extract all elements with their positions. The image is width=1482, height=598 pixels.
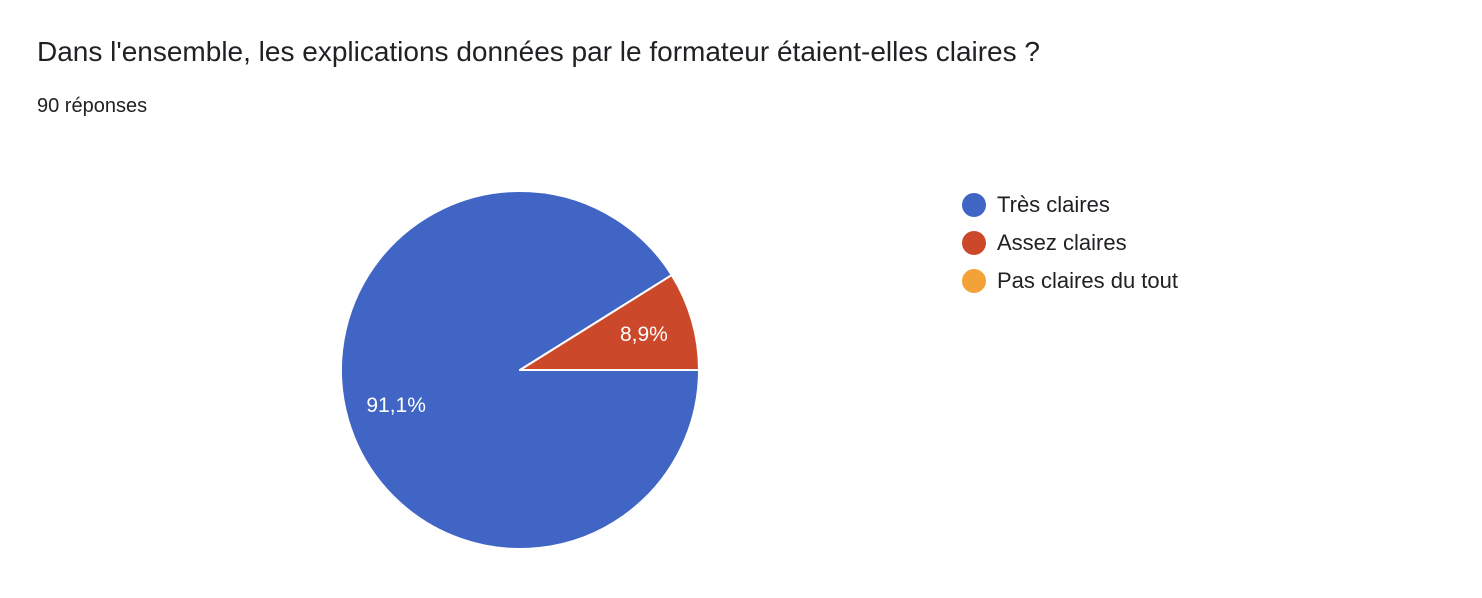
pie-slice-label-1: 8,9% bbox=[620, 323, 668, 346]
legend-label: Assez claires bbox=[997, 230, 1127, 255]
chart-legend: Très claires Assez claires Pas claires du … bbox=[962, 186, 1178, 300]
question-title: Dans l'ensemble, les explications donnée… bbox=[37, 36, 1040, 67]
pie-slice-label-0: 91,1% bbox=[366, 394, 426, 417]
legend-label: Très claires bbox=[997, 192, 1110, 217]
pie-slice-1[interactable] bbox=[519, 274, 700, 371]
legend-swatch-icon bbox=[962, 193, 986, 217]
legend-label: Pas claires du tout bbox=[997, 268, 1178, 293]
legend-swatch-icon bbox=[962, 231, 986, 255]
legend-item-1[interactable]: Assez claires bbox=[962, 224, 1178, 262]
legend-item-0[interactable]: Très claires bbox=[962, 186, 1178, 224]
legend-item-2[interactable]: Pas claires du tout bbox=[962, 262, 1178, 300]
response-count: 90 réponses bbox=[37, 95, 148, 117]
legend-swatch-icon bbox=[962, 269, 986, 293]
